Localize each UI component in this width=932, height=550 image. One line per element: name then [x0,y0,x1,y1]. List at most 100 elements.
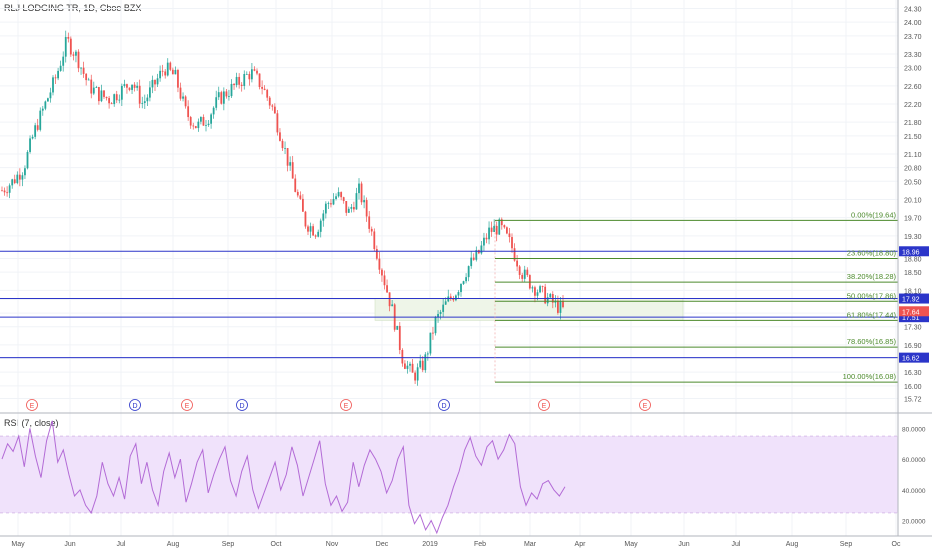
candle-body [462,281,465,284]
candle-body [251,69,253,80]
rsi-pane: 20.0000 40.0000 60.0000 80.0000 [0,420,926,535]
candle-body [444,301,447,305]
candle-body [273,106,276,114]
candle-body [534,287,536,296]
candle-body [115,94,118,101]
candle-body [386,285,388,293]
candle-body [189,117,192,126]
x-tick-label: Sep [222,541,235,548]
candle-body [460,283,462,293]
candle-body [472,257,475,260]
price-badge [899,293,929,304]
candle-body [52,77,54,93]
candle-body [182,96,184,99]
y-tick-label: 20.80 [904,166,922,173]
candle-body [47,98,49,102]
event-marker [129,399,141,411]
candle-body [406,365,409,369]
candle-body [281,140,284,149]
candles [1,30,564,386]
candle-body [36,125,39,130]
x-tick-label: 2019 [422,541,438,548]
rsi-tick-label: 80.0000 [902,426,926,433]
candle-body [347,208,350,213]
rsi-tick-label: 60.0000 [902,457,926,464]
last-price-label: 17.64 [902,309,920,316]
candle-body [485,237,488,240]
candle-body [455,295,457,301]
candle-body [21,175,24,180]
candle-body [544,286,547,304]
candle-body [508,233,511,238]
candle-body [207,123,210,126]
y-tick-label: 23.00 [904,66,922,73]
candle-body [245,73,248,75]
candle-body [164,71,167,76]
candle-body [319,220,322,232]
candle-body [98,87,100,102]
candle-body [307,226,309,232]
candle-body [100,90,103,102]
price-badge [899,246,929,257]
x-tick-label: Aug [167,541,180,548]
candle-body [503,225,506,228]
candle-body [26,151,29,169]
y-tick-label: 22.20 [904,102,922,109]
candle-body [350,207,353,209]
candle-body [340,192,343,198]
y-tick-label: 24.30 [904,7,922,14]
candle-body [291,162,294,179]
candle-body [57,70,59,79]
candle-body [215,97,218,108]
y-tick-label: 21.50 [904,134,922,141]
y-tick-label: 18.50 [904,270,922,277]
candle-body [521,274,524,279]
candle-body [373,231,376,250]
price-badge-label: 17.51 [902,315,920,322]
candle-body [217,92,220,98]
candle-body [416,367,419,381]
price-badge [899,312,929,323]
candle-body [136,85,139,88]
candle-body [146,97,149,102]
candle-body [49,92,52,99]
candle-body [149,87,151,98]
candle-body [493,225,496,232]
candle-body [108,98,110,104]
candle-body [296,191,299,196]
candle-body [120,85,123,100]
candle-body [312,226,314,236]
chart-title: RLJ LODGING TR, 1D, Cboe BZX [4,3,142,13]
event-label: E [30,403,35,410]
event-marker [181,399,193,411]
candle-body [368,216,371,229]
x-tick-label: May [11,541,25,548]
candle-body [421,360,424,371]
candle-body [358,183,360,194]
candle-body [490,227,493,232]
candle-body [263,88,266,90]
candle-body [539,286,541,293]
horizontal-lines [0,250,898,359]
candle-body [169,62,172,70]
rsi-tick-label: 40.0000 [902,488,926,495]
candle-body [141,102,144,104]
candle-body [332,199,335,205]
x-tick-label: Jul [117,541,126,548]
x-tick-label: May [624,541,638,548]
x-tick-label: Apr [575,541,587,548]
candle-body [261,87,263,89]
candle-body [337,192,340,197]
event-label: D [441,403,446,410]
candle-body [248,73,251,80]
candle-body [39,110,42,130]
candle-body [220,92,223,104]
candle-body [171,69,174,75]
candle-body [546,297,549,304]
candle-body [202,116,205,126]
candle-body [240,84,243,86]
candle-body [238,76,241,85]
x-tick-label: Mar [524,541,537,548]
candle-body [29,138,31,152]
